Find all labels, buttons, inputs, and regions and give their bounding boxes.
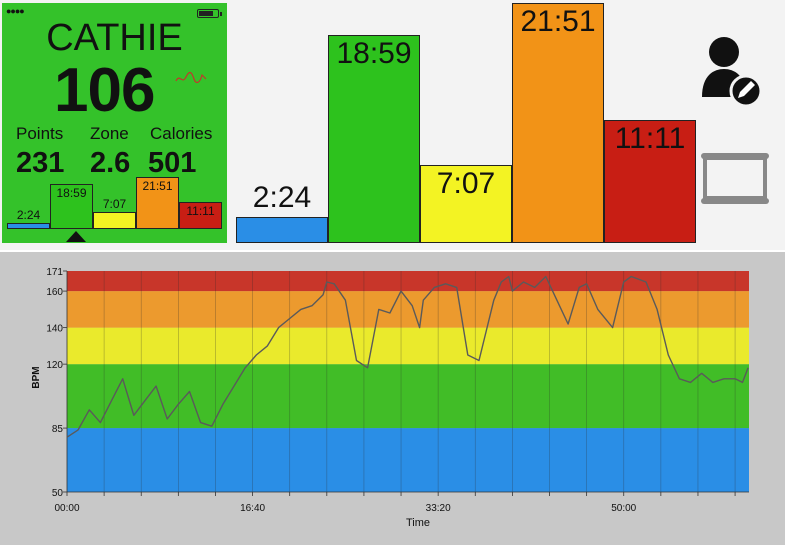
x-tick-label: 16:40 — [240, 503, 265, 514]
points-label: Points — [16, 124, 64, 143]
zone-bar-label: 2:24 — [252, 180, 312, 214]
mini-zone-label: 7:07 — [102, 197, 127, 212]
battery-cap-icon — [220, 12, 222, 16]
heart-trend-icon — [175, 71, 207, 84]
zone-value: 2.6 — [90, 147, 131, 179]
zone-bar[interactable] — [328, 34, 420, 243]
y-axis-title: BPM — [31, 366, 42, 388]
mini-zone-label: 21:51 — [142, 179, 173, 193]
calories-label: Calories — [150, 124, 213, 143]
mini-zone-label: 18:59 — [56, 185, 87, 200]
y-tick-label: 140 — [46, 324, 63, 335]
mini-zone-bar — [50, 183, 93, 229]
x-tick-label: 33:20 — [426, 503, 451, 514]
y-tick-label: 160 — [46, 287, 63, 298]
zone-label: Zone — [90, 124, 129, 143]
y-tick-label: 50 — [52, 488, 64, 499]
heart-rate-chart-panel: 50 85 120 140 160 171 00:00 16:40 33:20 50:00 Time… — [0, 252, 785, 545]
zone-band — [67, 291, 749, 328]
zone-bar-label: 21:51 — [520, 5, 596, 38]
mini-zone-bar — [179, 202, 222, 229]
selected-zone-pointer-icon — [66, 231, 86, 242]
y-tick-label: 85 — [52, 424, 64, 435]
heart-rate-chart: 50 85 120 140 160 171 00:00 16:40 33:20 50:00 Time… — [31, 267, 749, 529]
zone-bar[interactable] — [512, 3, 604, 243]
top-strip: ●●●● CATHIE 106 Points Zone Calories 231… — [0, 0, 785, 250]
zone-bar[interactable] — [420, 164, 512, 243]
zone-bar[interactable] — [604, 120, 696, 243]
mini-zone-label: 11:11 — [186, 204, 215, 219]
laptop-icon[interactable] — [700, 152, 770, 210]
edit-user-icon[interactable] — [700, 35, 766, 107]
calories-value: 501 — [148, 147, 197, 179]
athlete-name: CATHIE — [46, 17, 183, 59]
zone-bar-label: 11:11 — [614, 122, 686, 156]
heart-rate-value: 106 — [54, 56, 155, 125]
zone-bar[interactable] — [236, 216, 328, 243]
battery-level-fill — [199, 11, 214, 16]
y-tick-label: 171 — [46, 267, 63, 278]
zone-band — [67, 327, 749, 365]
battery-icon — [197, 9, 219, 18]
mini-zone-label: 2:24 — [16, 208, 41, 223]
points-value: 231 — [16, 147, 65, 179]
zone-band — [67, 364, 749, 429]
signal-dots-icon: ●●●● — [6, 6, 25, 16]
x-axis-title: Time — [406, 517, 430, 529]
mini-zone-bar — [93, 212, 136, 229]
mini-zone-bar — [136, 177, 179, 229]
athlete-summary-panel: ●●●● CATHIE 106 Points Zone Calories 231… — [2, 3, 227, 243]
x-tick-label: 00:00 — [54, 503, 79, 514]
zone-bar-label: 18:59 — [336, 36, 412, 70]
zone-bar-label: 7:07 — [436, 166, 496, 200]
heart-rate-line — [66, 275, 749, 438]
zone-band — [67, 271, 749, 292]
x-tick-label: 50:00 — [611, 503, 636, 514]
y-tick-label: 120 — [46, 360, 63, 371]
mini-zone-bar — [7, 223, 50, 229]
zone-band — [67, 428, 749, 492]
